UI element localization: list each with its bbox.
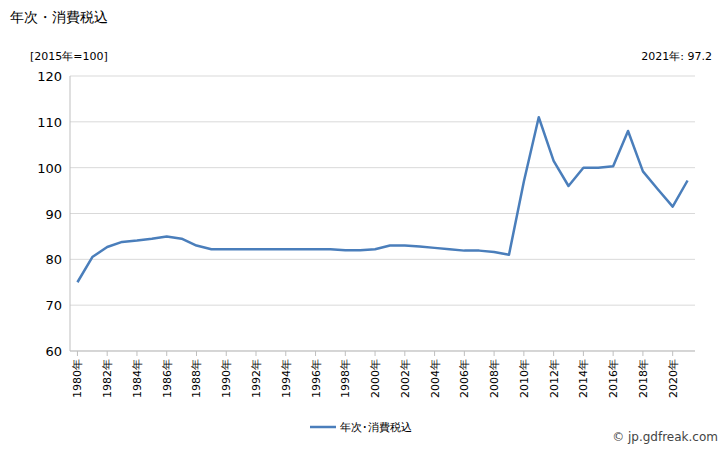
x-tick [345,351,346,356]
x-tick [583,351,584,356]
x-tick-label: 1994年 [280,359,293,398]
x-tick-label: 2016年 [607,359,620,398]
y-axis [70,76,71,351]
x-tick [196,351,197,356]
legend-label: 年次･消費税込 [340,421,412,434]
x-tick-label: 1982年 [101,359,114,398]
y-tick-label: 100 [37,161,62,176]
x-tick-label: 2020年 [667,359,680,398]
x-tick-label: 1986年 [161,359,174,398]
x-tick-label: 1984年 [131,359,144,398]
x-tick [672,351,673,356]
x-tick [642,351,643,356]
plot-area [77,117,687,282]
grid-line [70,351,695,352]
x-tick [613,351,614,356]
grid-line [70,259,695,260]
y-tick-label: 110 [37,115,62,130]
x-tick [434,351,435,356]
x-tick [404,351,405,356]
grid-line [70,76,695,77]
x-tick-label: 2004年 [429,359,442,398]
watermark: © jp.gdfreak.com [612,430,718,444]
x-tick-label: 2006年 [458,359,471,398]
y-label: [2015年=100] [30,50,108,63]
x-tick [285,351,286,356]
x-tick-label: 2010年 [518,359,531,398]
x-tick [166,351,167,356]
x-tick [136,351,137,356]
grid-line [70,121,695,122]
x-tick-label: 2002年 [399,359,412,398]
x-tick [494,351,495,356]
title: 年次・消費税込 [10,9,108,25]
x-tick [375,351,376,356]
background [0,0,728,450]
x-tick [464,351,465,356]
series-line [77,117,687,282]
x-tick-label: 2018年 [637,359,650,398]
x-tick-label: 1998年 [339,359,352,398]
x-tick-label: 2008年 [488,359,501,398]
y-tick-label: 120 [37,69,62,84]
x-tick-label: 1980年 [71,359,84,398]
x-axis [70,351,695,352]
x-tick [553,351,554,356]
x-tick-label: 1990年 [220,359,233,398]
grid-line [70,305,695,306]
x-tick [256,351,257,356]
x-tick [315,351,316,356]
x-tick-label: 1996年 [310,359,323,398]
x-tick-label: 2012年 [548,359,561,398]
grid-line [70,213,695,214]
x-tick-label: 2000年 [369,359,382,398]
annotation: 2021年: 97.2 [641,50,712,63]
y-tick-label: 90 [45,207,62,222]
x-tick-label: 2014年 [577,359,590,398]
y-tick-label: 60 [45,344,62,359]
x-tick-label: 1992年 [250,359,263,398]
x-tick [226,351,227,356]
legend-swatch [310,426,336,429]
x-tick [77,351,78,356]
x-tick-label: 1988年 [190,359,203,398]
x-tick [107,351,108,356]
y-tick-label: 80 [45,252,62,267]
x-tick [523,351,524,356]
y-tick-label: 70 [45,298,62,313]
